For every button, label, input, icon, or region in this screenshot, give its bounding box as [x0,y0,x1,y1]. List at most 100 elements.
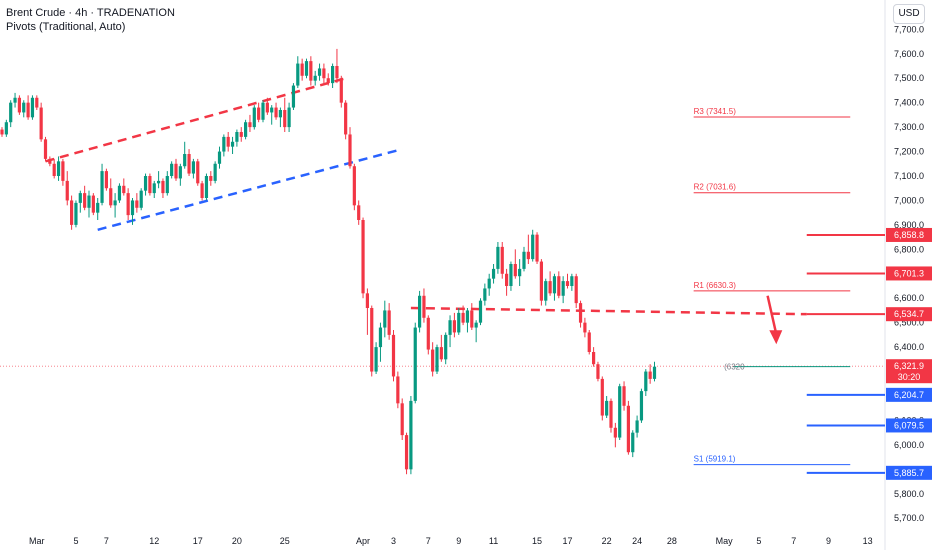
candle-body [126,193,130,216]
candle-body [483,288,487,301]
candle-body [230,141,235,147]
candle-body [557,276,561,296]
candle-body [204,176,209,198]
y-tick-label: 6,600.0 [894,293,924,303]
candle-body [409,400,413,470]
y-tick-label: 7,200.0 [894,147,924,157]
x-tick-label: 9 [456,536,461,546]
pivot-label: R3 (7341.5) [694,107,737,116]
candle-body [296,63,300,86]
x-tick-label: 17 [193,536,203,546]
candle-body [522,251,526,269]
candle-body [104,171,108,189]
candle-body [457,312,461,333]
x-tick-label: May [716,536,734,546]
candle-body [274,107,278,118]
candle-body [213,163,217,181]
candle-body [626,405,630,453]
current-price-tag-text: 6,321.9 [894,361,924,371]
candle-body [326,78,330,84]
candle-body [339,78,343,103]
candle-body [291,85,296,108]
candle-body [357,205,361,220]
x-tick-label: 3 [391,536,396,546]
candle-body [109,188,113,206]
level-price-tag [886,465,932,480]
candle-body [183,154,187,167]
x-tick-label: 5 [73,536,78,546]
candle-body [439,347,443,360]
candle-body [609,400,613,428]
level-price-tag [886,227,932,242]
level-price-tag-text: 6,858.8 [894,230,924,240]
candle-body [461,312,465,323]
candle-body [500,246,504,274]
y-tick-label: 6,900.0 [894,220,924,230]
candle-body [552,276,557,294]
candle-body [309,61,313,81]
candle-body [561,281,565,296]
candle-body [244,122,248,137]
candle-body [78,193,82,203]
y-tick-label: 6,400.0 [894,342,924,352]
candle-body [526,251,530,260]
candle-body [222,136,226,152]
candle-body [13,97,17,103]
chart-legend: Brent Crude · 4h · TRADENATION Pivots (T… [6,6,175,34]
candle-body [209,176,213,181]
level-price-tag-text: 5,885.7 [894,468,924,478]
candle-body [570,276,574,286]
x-tick-label: 24 [632,536,642,546]
candle-body [35,97,39,108]
candle-body [592,352,596,365]
level-price-tag [886,307,932,322]
x-tick-label: 5 [756,536,761,546]
x-tick-label: 22 [602,536,612,546]
candle-body [613,427,617,438]
candle-body [365,293,369,308]
candle-body [448,320,452,335]
y-tick-label: 7,600.0 [894,49,924,59]
candle-body [91,195,95,213]
channel-lower-line [97,147,403,231]
candle-body [413,327,417,401]
candle-body [404,435,409,470]
candle-body [491,268,496,279]
candle-body [96,202,100,213]
y-tick-label: 6,800.0 [894,244,924,254]
candle-body [631,432,635,453]
x-tick-label: 28 [667,536,677,546]
candle-body [265,102,269,113]
level-price-tag [886,418,932,433]
candle-body [396,376,400,404]
candle-body [17,97,21,113]
candle-body [0,129,4,135]
candle-body [352,166,356,206]
candle-body [331,66,335,84]
arrow-shaft [766,295,778,335]
level-price-tag-text: 6,204.7 [894,390,924,400]
candle-body [387,310,391,335]
candle-body [48,158,52,164]
candle-body [539,261,543,301]
candle-body [143,176,148,191]
resistance-dashed-line [410,306,807,316]
candle-body [257,107,261,120]
candle-body [117,185,122,201]
candle-body [139,190,143,208]
candle-body [370,308,374,372]
candle-body [252,107,256,128]
candle-body [565,281,570,286]
candle-body [378,327,383,348]
candle-body [639,391,644,421]
candle-body [9,102,13,123]
candle-body [509,264,513,286]
candle-body [170,163,174,176]
currency-button[interactable]: USD [893,4,925,24]
candle-body [518,268,522,277]
candle-body [470,310,474,328]
candle-body [4,122,8,135]
candle-body [74,202,78,225]
candle-body [100,171,104,203]
